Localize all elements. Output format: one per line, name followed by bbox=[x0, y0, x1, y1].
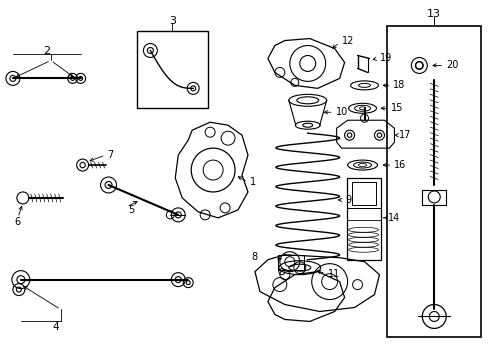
Text: 2: 2 bbox=[43, 45, 50, 55]
Text: 18: 18 bbox=[393, 80, 405, 90]
Bar bbox=[277, 255, 303, 270]
Text: 5: 5 bbox=[128, 205, 134, 215]
Bar bbox=[137, 31, 208, 108]
Text: 13: 13 bbox=[427, 9, 440, 19]
Text: 17: 17 bbox=[399, 130, 411, 140]
Bar bbox=[386, 26, 480, 337]
Text: 14: 14 bbox=[387, 213, 400, 223]
Text: 15: 15 bbox=[390, 103, 403, 113]
Text: 20: 20 bbox=[446, 60, 458, 71]
Text: 12: 12 bbox=[341, 36, 353, 46]
Text: 6: 6 bbox=[15, 217, 21, 227]
Text: 11: 11 bbox=[327, 269, 339, 279]
Text: 16: 16 bbox=[394, 160, 406, 170]
Text: 1: 1 bbox=[249, 177, 256, 187]
Text: 3: 3 bbox=[168, 15, 175, 26]
Text: 19: 19 bbox=[379, 54, 391, 63]
Bar bbox=[346, 178, 381, 260]
Text: 4: 4 bbox=[52, 323, 59, 332]
Text: 7: 7 bbox=[107, 150, 114, 160]
Bar bbox=[351, 182, 376, 205]
Text: 8: 8 bbox=[251, 252, 258, 262]
Text: 9: 9 bbox=[345, 195, 351, 205]
Text: 10: 10 bbox=[335, 107, 347, 117]
